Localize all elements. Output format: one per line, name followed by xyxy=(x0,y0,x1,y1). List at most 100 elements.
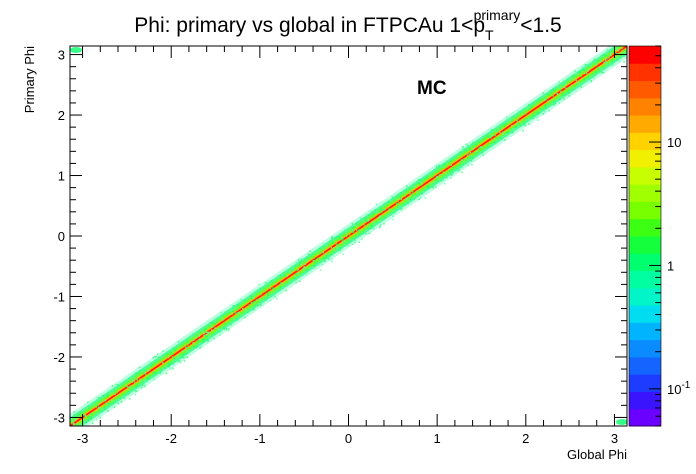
band-speckle xyxy=(568,95,570,97)
band-speckle xyxy=(596,61,598,64)
band-speckle xyxy=(500,136,503,138)
color-scale-segment xyxy=(629,63,661,82)
x-tick-label: 3 xyxy=(611,431,618,446)
band-speckle xyxy=(435,186,437,188)
band-speckle xyxy=(378,217,381,220)
band-speckle xyxy=(168,363,171,365)
band-speckle xyxy=(377,211,379,213)
band-speckle xyxy=(294,274,297,277)
band-speckle xyxy=(160,356,163,359)
band-speckle xyxy=(143,381,146,384)
band-speckle xyxy=(196,341,198,343)
band-speckle xyxy=(155,360,158,363)
band-speckle xyxy=(177,354,180,356)
band-speckle xyxy=(340,238,343,240)
band-speckle xyxy=(507,121,509,123)
band-speckle xyxy=(391,196,394,198)
band-speckle xyxy=(598,67,601,69)
band-speckle xyxy=(237,304,239,306)
band-speckle xyxy=(560,86,562,89)
band-speckle xyxy=(608,57,610,59)
band-speckle xyxy=(288,271,290,273)
band-speckle xyxy=(251,302,253,305)
band-speckle xyxy=(409,188,411,190)
band-speckle xyxy=(117,402,119,405)
band-speckle xyxy=(537,112,540,114)
band-speckle xyxy=(556,93,559,95)
band-speckle xyxy=(409,192,411,195)
band-speckle xyxy=(605,59,607,62)
band-speckle xyxy=(206,339,208,341)
band-speckle xyxy=(454,158,457,160)
diagonal-band xyxy=(70,46,627,426)
band-speckle xyxy=(143,384,145,386)
band-speckle xyxy=(178,360,181,362)
band-speckle xyxy=(321,260,323,262)
band-speckle xyxy=(253,308,255,311)
band-speckle xyxy=(170,351,173,353)
band-speckle xyxy=(375,212,378,214)
band-speckle xyxy=(527,107,529,110)
band-speckle xyxy=(352,229,354,231)
band-speckle xyxy=(605,64,608,66)
band-speckle xyxy=(405,198,407,201)
band-speckle xyxy=(99,417,102,419)
band-speckle xyxy=(607,56,609,58)
band-speckle xyxy=(466,144,469,146)
band-speckle xyxy=(114,386,116,388)
band-speckle xyxy=(362,221,364,223)
band-speckle xyxy=(149,375,152,377)
band-speckle xyxy=(362,231,364,233)
band-speckle xyxy=(352,226,354,229)
band-speckle xyxy=(558,102,561,104)
band-speckle xyxy=(192,342,194,344)
band-speckle xyxy=(116,391,118,394)
band-speckle xyxy=(217,316,220,319)
band-speckle xyxy=(202,340,204,343)
band-speckle xyxy=(432,186,435,189)
band-speckle xyxy=(561,82,563,84)
band-speckle xyxy=(195,335,198,338)
band-speckle xyxy=(331,236,333,238)
band-speckle xyxy=(87,419,89,421)
band-speckle xyxy=(286,275,289,277)
band-speckle xyxy=(264,290,267,293)
band-speckle xyxy=(551,102,553,105)
band-speckle xyxy=(375,203,378,205)
band-speckle xyxy=(173,349,176,351)
band-speckle xyxy=(267,294,269,297)
band-speckle xyxy=(409,197,412,200)
band-speckle xyxy=(214,327,216,329)
band-speckle xyxy=(475,143,478,146)
band-speckle xyxy=(462,146,464,148)
band-speckle xyxy=(345,235,348,237)
band-speckle xyxy=(202,330,204,332)
band-speckle xyxy=(412,191,414,193)
band-speckle xyxy=(113,390,116,393)
band-speckle xyxy=(389,209,391,211)
color-scale-segment xyxy=(629,132,661,151)
band-speckle xyxy=(611,48,613,50)
band-speckle xyxy=(612,62,614,65)
band-speckle xyxy=(242,308,244,310)
band-speckle xyxy=(343,240,346,242)
band-speckle xyxy=(574,70,576,72)
band-speckle xyxy=(118,398,121,400)
band-speckle xyxy=(605,52,608,54)
band-speckle xyxy=(273,288,275,290)
band-speckle xyxy=(465,149,467,152)
band-speckle xyxy=(563,86,565,88)
band-speckle xyxy=(136,385,138,387)
band-speckle xyxy=(438,165,441,168)
band-speckle xyxy=(368,214,370,216)
band-speckle xyxy=(421,193,423,195)
band-speckle xyxy=(460,167,462,169)
band-speckle xyxy=(506,131,508,134)
band-speckle xyxy=(378,215,381,218)
band-speckle xyxy=(170,362,173,364)
band-speckle xyxy=(384,208,386,211)
band-speckle xyxy=(497,129,500,131)
band-speckle xyxy=(442,166,445,168)
band-speckle xyxy=(146,376,148,379)
band-speckle xyxy=(144,372,146,374)
